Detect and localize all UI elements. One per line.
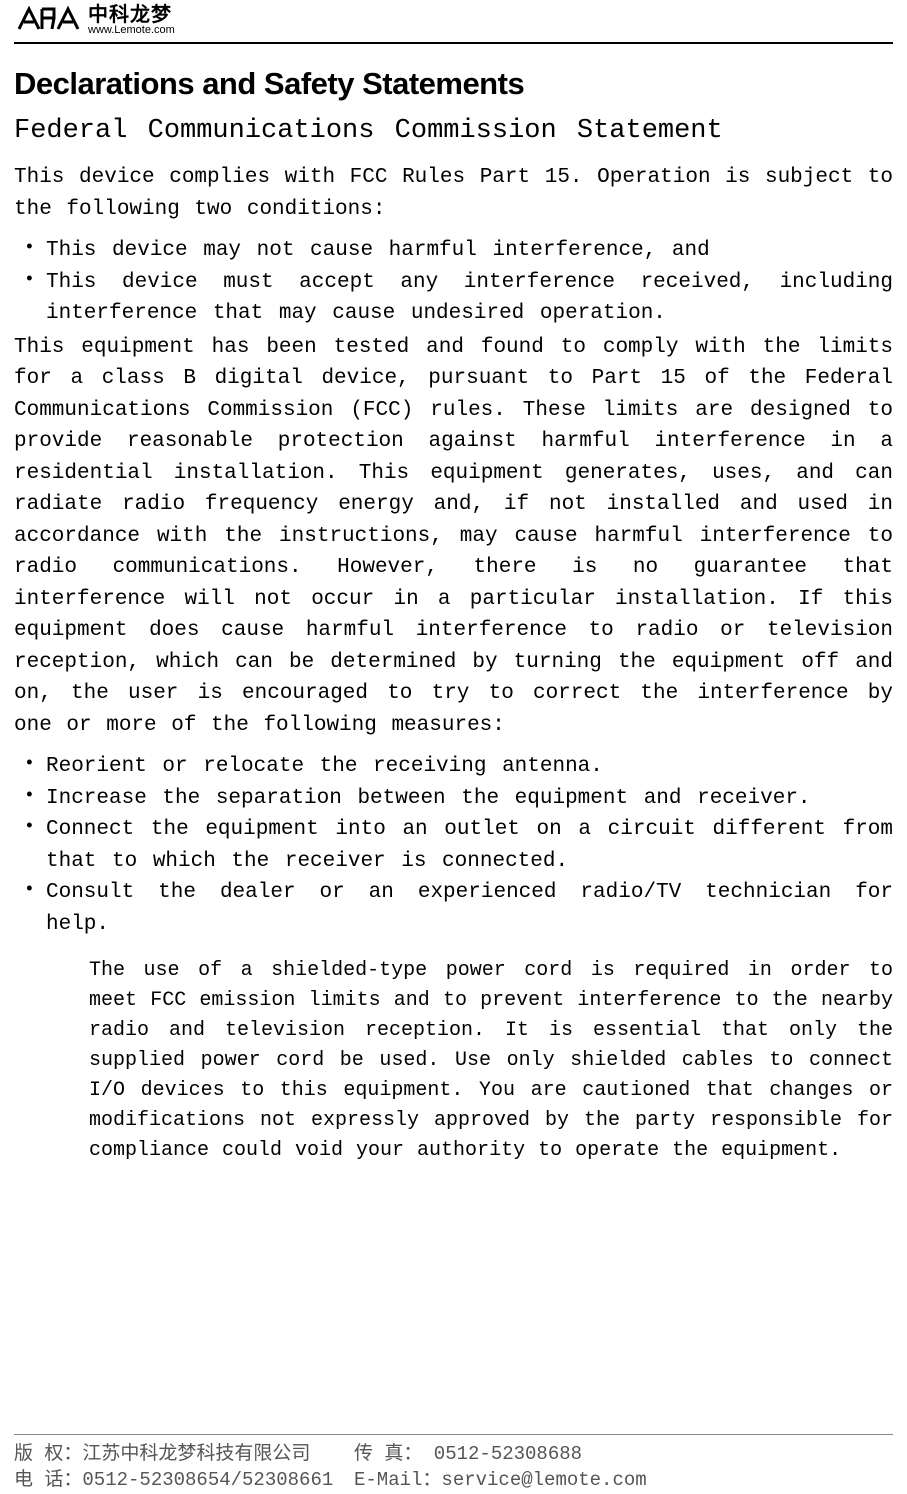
phone-value: 0512-52308654/52308661 [82,1469,333,1491]
note-paragraph: The use of a shielded-type power cord is… [89,956,893,1166]
footer-email: E-Mail：service@lemote.com [354,1467,893,1494]
footer-copyright: 版 权：江苏中科龙梦科技有限公司 [14,1441,354,1468]
email-value: service@lemote.com [441,1469,646,1491]
logo-text-block: 中科龙梦 www.Lemote.com [88,5,175,36]
email-label: E-Mail： [354,1469,441,1491]
condition-item: This device may not cause harmful interf… [14,235,893,267]
conditions-list: This device may not cause harmful interf… [14,235,893,330]
fax-value: 0512-52308688 [422,1443,582,1465]
fax-label: 传 真： [354,1443,422,1465]
measure-item: Reorient or relocate the receiving anten… [14,751,893,783]
copyright-value: 江苏中科龙梦科技有限公司 [82,1443,310,1465]
page-footer: 版 权：江苏中科龙梦科技有限公司 传 真： 0512-52308688 电 话：… [14,1434,893,1494]
copyright-label: 版 权： [14,1443,82,1465]
page-header: 中科龙梦 www.Lemote.com [14,0,893,44]
lemote-logo-icon [14,4,84,36]
footer-phone: 电 话：0512-52308654/52308661 [14,1467,354,1494]
footer-fax: 传 真： 0512-52308688 [354,1441,893,1468]
section-subtitle: Federal Communications Commission Statem… [14,116,893,146]
logo-chinese-text: 中科龙梦 [88,5,175,25]
intro-paragraph: This device complies with FCC Rules Part… [14,162,893,225]
condition-item: This device must accept any interference… [14,267,893,330]
phone-label: 电 话： [14,1469,82,1491]
measure-item: Connect the equipment into an outlet on … [14,814,893,877]
measure-item: Increase the separation between the equi… [14,783,893,815]
page-title: Declarations and Safety Statements [14,66,893,102]
measures-list: Reorient or relocate the receiving anten… [14,751,893,940]
measure-item: Consult the dealer or an experienced rad… [14,877,893,940]
logo-url-text: www.Lemote.com [88,25,175,36]
main-paragraph: This equipment has been tested and found… [14,332,893,742]
